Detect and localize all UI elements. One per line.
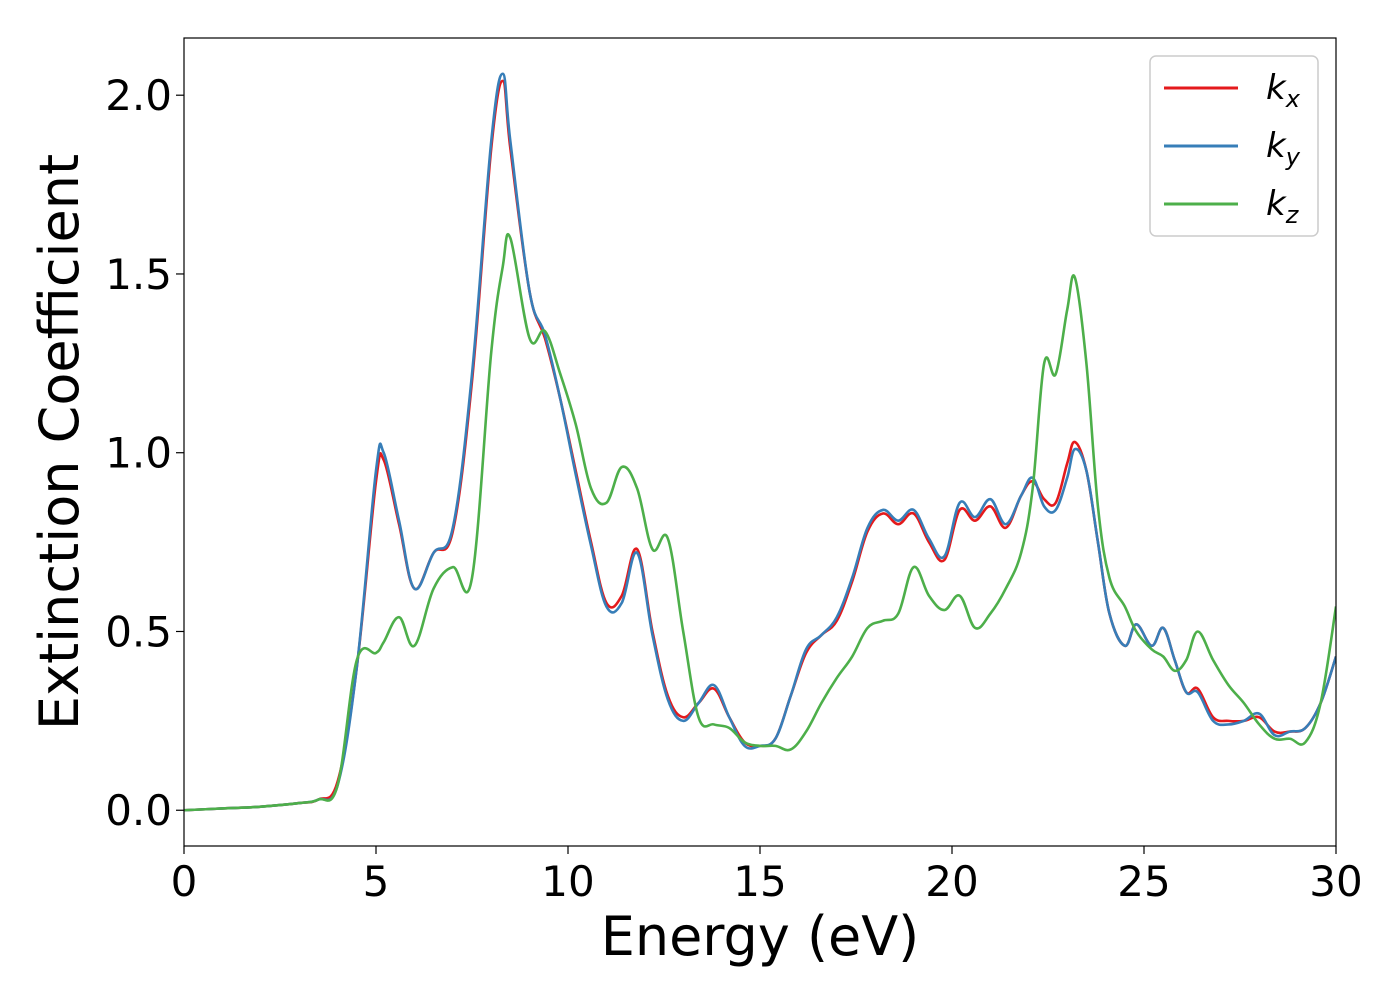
x-tick-label: 0 — [171, 857, 198, 906]
legend-label: ky — [1266, 126, 1301, 171]
legend: kx ky kz — [1149, 55, 1319, 237]
legend-label: kz — [1266, 184, 1300, 229]
x-tick-label: 25 — [1117, 857, 1170, 906]
y-tick-label: 0.0 — [105, 786, 172, 835]
x-tick-label: 5 — [363, 857, 390, 906]
x-tick-label: 30 — [1309, 857, 1362, 906]
series-line-k-y — [184, 72, 1336, 812]
y-tick-label: 1.0 — [105, 429, 172, 478]
plot-area — [184, 72, 1336, 812]
x-tick-label: 20 — [925, 857, 978, 906]
series-line-k-z — [184, 233, 1336, 812]
x-tick-label: 10 — [541, 857, 594, 906]
x-tick-label: 15 — [733, 857, 786, 906]
legend-label: kx — [1266, 68, 1301, 113]
y-tick-label: 1.5 — [105, 250, 172, 299]
axes: 0 5 10 15 20 25 30 0.0 0.5 1.0 1.5 2.0 — [105, 37, 1363, 906]
x-axis-title: Energy (eV) — [601, 905, 920, 968]
y-tick-label: 0.5 — [105, 607, 172, 656]
y-axis-title: Extinction Coefficient — [28, 154, 91, 730]
y-tick-label: 2.0 — [105, 71, 172, 120]
